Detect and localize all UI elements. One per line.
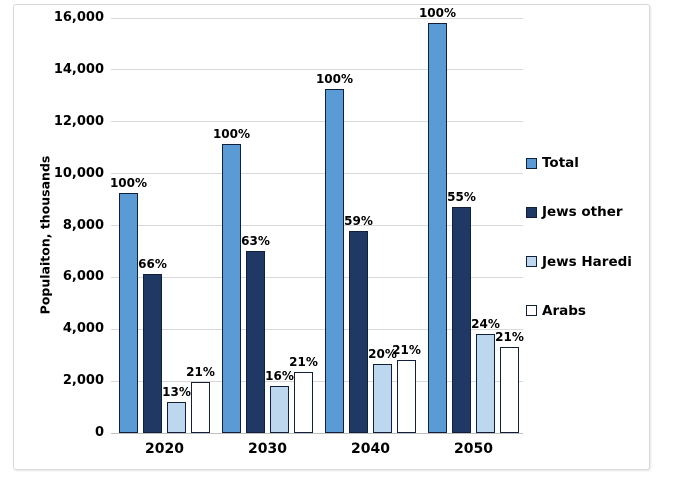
x-tick-label: 2020 (145, 441, 184, 457)
bar-value-label: 21% (495, 330, 524, 345)
y-tick-label: 12,000 (53, 113, 104, 129)
bar (167, 401, 186, 433)
bar (191, 382, 210, 433)
legend: Total Jews other Jews Haredi Arabs (14, 5, 649, 469)
y-tick-label: 4,000 (62, 321, 104, 337)
bar-value-label: 21% (289, 355, 318, 369)
gridline (111, 328, 523, 330)
x-tick-label: 2050 (454, 441, 493, 457)
bar (428, 23, 447, 433)
y-tick-label: 8,000 (62, 217, 104, 233)
gridline (111, 380, 523, 382)
legend-label: Arabs (542, 302, 586, 319)
legend-label: Jews other (542, 204, 623, 221)
gridline (111, 121, 523, 123)
y-tick-label: 6,000 (62, 269, 104, 285)
y-tick-label: 16,000 (53, 10, 104, 25)
bar-value-label: 21% (392, 343, 421, 358)
bar (246, 251, 265, 433)
y-tick-label: 2,000 (62, 373, 104, 389)
bar (294, 372, 313, 433)
bar (222, 143, 241, 433)
bar (270, 386, 289, 433)
legend-swatch-icon (526, 157, 537, 169)
bar-value-label: 100% (418, 6, 457, 21)
bar-value-label: 16% (265, 369, 294, 384)
chart-frame: Populaiton, thousands 0 2,000 4,000 6,000 8,… (13, 4, 650, 470)
bar (325, 89, 344, 433)
bar (500, 347, 519, 433)
bar (373, 364, 392, 433)
y-tick-label: 14,000 (53, 61, 104, 77)
bar (476, 334, 495, 433)
legend-label: Total (542, 155, 579, 171)
x-axis-line (111, 433, 523, 434)
gridline (111, 173, 523, 175)
bar-value-label: 13% (162, 384, 191, 399)
x-tick-label: 2040 (351, 441, 390, 457)
legend-item: Jews Haredi (526, 253, 632, 271)
x-tick-label: 2030 (248, 441, 287, 457)
legend-label: Jews Haredi (542, 253, 632, 270)
bar-value-label: 21% (186, 365, 215, 380)
bar-value-label: 59% (344, 213, 373, 228)
bar (119, 193, 138, 433)
bar (349, 230, 368, 433)
gridline (111, 69, 523, 71)
bar-value-label: 20% (368, 347, 397, 362)
bar-value-label: 66% (138, 256, 167, 271)
gridline (111, 276, 523, 278)
legend-swatch-icon (526, 256, 537, 268)
bar (397, 360, 416, 433)
bar (143, 273, 162, 433)
gridline (111, 225, 523, 226)
y-tick-label: 10,000 (53, 165, 104, 181)
bar-value-label: 63% (241, 234, 270, 249)
legend-item: Arabs (526, 302, 586, 320)
bar-value-label: 100% (315, 72, 354, 87)
bar-value-label: 24% (471, 317, 500, 332)
gridline (111, 17, 523, 19)
bar-value-label: 100% (109, 176, 148, 191)
bar-value-label: 100% (212, 126, 251, 141)
legend-item: Total (526, 154, 579, 172)
legend-swatch-icon (526, 206, 537, 218)
bar (452, 207, 471, 433)
y-tick-label: 0 (94, 425, 104, 440)
bar-value-label: 55% (447, 190, 476, 205)
legend-item: Jews other (526, 203, 623, 221)
legend-swatch-icon (526, 305, 537, 317)
plot-area: 0 2,000 4,000 6,000 8,000 10,000 12,000 14,000 1… (14, 5, 649, 469)
